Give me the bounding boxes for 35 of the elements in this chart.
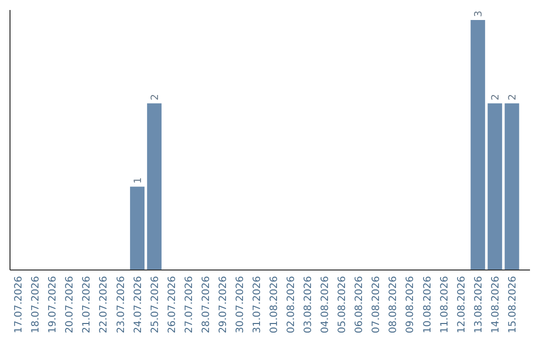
x-tick-label: 21.07.2026 bbox=[82, 276, 93, 334]
x-tick-label: 01.08.2026 bbox=[269, 276, 280, 334]
data-label: 2 bbox=[507, 94, 518, 100]
x-tick-label: 03.08.2026 bbox=[303, 276, 314, 334]
x-tick-label: 18.07.2026 bbox=[30, 276, 42, 334]
x-tick-label: 31.07.2026 bbox=[252, 276, 263, 334]
x-tick-label: 25.07.2026 bbox=[150, 276, 161, 334]
x-tick-label: 26.07.2026 bbox=[166, 276, 178, 334]
x-tick-label: 06.08.2026 bbox=[354, 276, 366, 334]
x-tick-label: 15.08.2026 bbox=[507, 276, 518, 334]
x-tick-label: 05.08.2026 bbox=[337, 276, 348, 334]
x-tick-label: 20.07.2026 bbox=[64, 276, 76, 334]
x-tick-label: 27.07.2026 bbox=[184, 276, 195, 334]
data-label: 3 bbox=[473, 10, 484, 17]
x-tick-label: 17.07.2026 bbox=[14, 276, 25, 334]
x-tick-label: 28.07.2026 bbox=[200, 276, 212, 334]
x-tick-label: 22.07.2026 bbox=[98, 276, 110, 334]
data-label: 1 bbox=[132, 177, 144, 184]
x-tick-label: 13.08.2026 bbox=[473, 276, 484, 334]
x-tick-label: 12.08.2026 bbox=[456, 276, 468, 334]
x-tick-label: 19.07.2026 bbox=[48, 276, 59, 334]
x-tick-label: 08.08.2026 bbox=[388, 276, 400, 334]
x-tick-label: 30.07.2026 bbox=[234, 276, 246, 334]
x-tick-label: 11.08.2026 bbox=[439, 276, 450, 334]
x-tick-label: 07.08.2026 bbox=[371, 276, 382, 334]
x-tick-label: 04.08.2026 bbox=[320, 276, 332, 334]
data-label: 2 bbox=[490, 94, 502, 100]
x-tick-label: 29.07.2026 bbox=[218, 276, 229, 334]
x-tick-label: 02.08.2026 bbox=[286, 276, 298, 334]
x-tick-label: 10.08.2026 bbox=[422, 276, 434, 334]
x-tick-label: 24.07.2026 bbox=[132, 276, 144, 334]
x-tick-label: 09.08.2026 bbox=[405, 276, 416, 334]
x-tick-label: 14.08.2026 bbox=[490, 276, 502, 334]
data-label: 2 bbox=[150, 94, 161, 100]
x-tick-label: 23.07.2026 bbox=[116, 276, 127, 334]
